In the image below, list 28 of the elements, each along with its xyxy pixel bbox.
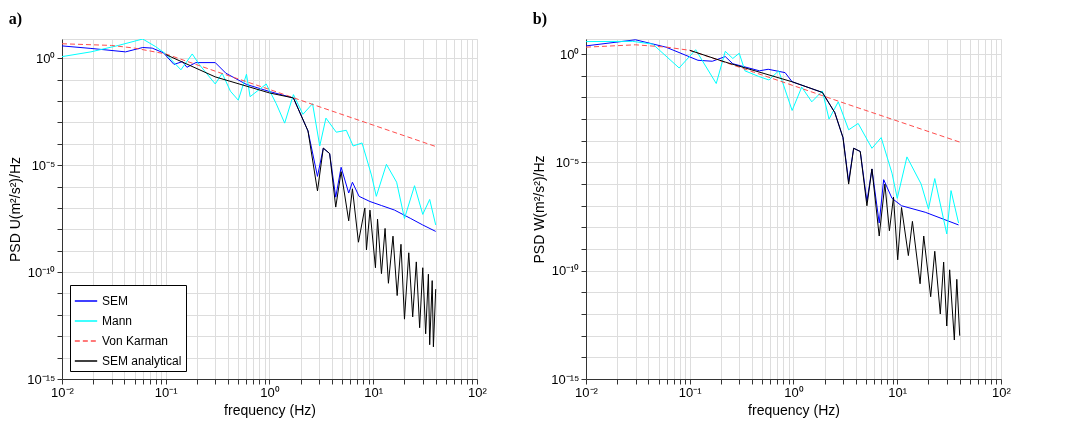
x-tick-label: 10² — [992, 384, 1012, 400]
legend-label: Von Karman — [102, 334, 169, 348]
x-tick-label: 10⁻² — [51, 384, 75, 400]
y-tick-label: 10⁻¹⁰ — [551, 263, 580, 279]
y-axis-title: PSD U(m²/s²)/Hz — [7, 157, 24, 262]
y-tick-label: 10⁻⁵ — [555, 154, 580, 170]
legend-label: SEM — [102, 294, 129, 308]
y-tick-label: 10⁻¹⁰ — [27, 264, 56, 280]
chart-title: b) — [532, 10, 548, 28]
y-tick-label: 10⁻⁵ — [31, 157, 56, 173]
chart-title: a) — [8, 10, 23, 28]
x-tick-label: 10⁰ — [260, 384, 280, 400]
y-tick-label: 10⁻¹⁵ — [551, 371, 580, 387]
x-tick-label: 10⁰ — [784, 384, 804, 400]
y-axis-title: PSD W(m²/s²)/Hz — [531, 155, 548, 264]
x-tick-label: 10⁻¹ — [678, 384, 703, 400]
x-axis-title: frequency (Hz) — [224, 401, 316, 418]
x-tick-label: 10¹ — [888, 384, 908, 400]
x-tick-label: 10² — [468, 384, 488, 400]
x-tick-label: 10⁻² — [575, 384, 599, 400]
legend-label: Mann — [102, 314, 133, 328]
y-tick-label: 10⁰ — [36, 50, 56, 66]
x-axis-title: frequency (Hz) — [748, 401, 840, 418]
legend-label: SEM analytical — [102, 354, 182, 368]
x-tick-label: 10⁻¹ — [154, 384, 179, 400]
y-tick-label: 10⁻¹⁵ — [27, 371, 56, 387]
x-tick-label: 10¹ — [364, 384, 384, 400]
y-tick-label: 10⁰ — [560, 46, 580, 62]
